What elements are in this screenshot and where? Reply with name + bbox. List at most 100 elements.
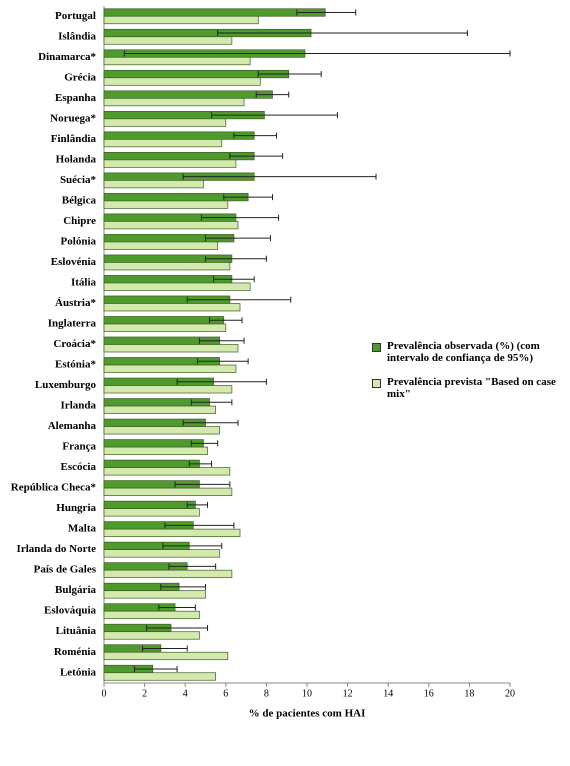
x-tick-label: 14: [383, 688, 393, 699]
error-bar: [162, 542, 223, 549]
error-bar: [200, 214, 280, 221]
x-tick-label: 6: [223, 688, 228, 699]
x-tick-label: 2: [142, 688, 147, 699]
bar: [103, 282, 251, 291]
y-tick-label: Hungria: [56, 502, 96, 514]
bar: [103, 36, 233, 45]
y-tick-label: Escócia: [61, 461, 97, 473]
bar: [103, 241, 219, 250]
y-tick-label: Eslovénia: [51, 256, 97, 268]
y-tick-label: Bélgica: [62, 194, 97, 206]
bar: [103, 405, 217, 414]
y-tick-label: Grécia: [64, 71, 96, 83]
y-tick-label: Lituânia: [56, 625, 97, 637]
error-bar: [133, 665, 178, 672]
y-tick-label: Áustria*: [55, 297, 96, 309]
bar: [103, 180, 204, 189]
legend-label: Prevalência observada (%) (com intervalo…: [387, 340, 540, 364]
y-tick-label: República Checa*: [11, 482, 97, 494]
bar: [103, 8, 326, 17]
y-tick-label: Luxemburgo: [35, 379, 97, 391]
error-bar: [296, 9, 357, 16]
x-tick-label: 0: [102, 688, 107, 699]
bar: [103, 508, 200, 517]
bar: [103, 221, 239, 230]
x-tick-label: 4: [183, 688, 188, 699]
bar: [103, 631, 200, 640]
error-bar: [198, 337, 245, 344]
y-tick-label: Irlanda: [61, 400, 97, 412]
y-tick-label: Estónia*: [55, 359, 96, 371]
error-bar: [255, 91, 290, 98]
error-bar: [196, 358, 249, 365]
bar: [103, 90, 273, 99]
y-tick-label: Espanha: [55, 92, 96, 104]
error-bar: [213, 276, 255, 283]
error-bar: [190, 399, 233, 406]
error-bar: [211, 112, 338, 119]
x-tick-label: 10: [302, 688, 312, 699]
error-bar: [182, 419, 239, 426]
legend-swatch: [372, 379, 381, 388]
error-bar: [174, 481, 231, 488]
error-bar: [205, 255, 267, 262]
bar: [103, 528, 241, 537]
bar: [103, 262, 231, 271]
y-tick-label: Letónia: [60, 666, 97, 678]
error-bar: [168, 563, 217, 570]
y-tick-label: Eslováquia: [44, 605, 96, 617]
x-tick-label: 8: [264, 688, 269, 699]
bar: [103, 569, 233, 579]
error-bar: [160, 583, 206, 590]
bar: [103, 459, 200, 468]
bar: [103, 323, 227, 332]
bar: [103, 672, 217, 681]
error-bar: [142, 645, 188, 652]
bar: [103, 56, 251, 66]
error-bar: [158, 604, 196, 611]
error-bar: [188, 460, 213, 467]
error-bar: [223, 194, 273, 201]
bar: [103, 118, 227, 127]
y-tick-label: País de Gales: [34, 564, 97, 576]
x-tick-label: 12: [343, 688, 353, 699]
y-tick-label: Dinamarca*: [38, 51, 96, 63]
bar: [103, 439, 204, 448]
y-tick-label: Suécia*: [60, 174, 97, 186]
error-bar: [176, 378, 267, 385]
y-tick-label: Islândia: [58, 30, 96, 42]
legend-swatch: [372, 343, 381, 352]
y-tick-label: Polónia: [61, 235, 97, 247]
y-tick-label: França: [62, 441, 96, 453]
y-tick-label: Portugal: [55, 10, 96, 22]
bar: [103, 316, 225, 325]
y-tick-label: Malta: [68, 523, 97, 535]
x-axis-label: % de pacientes com HAI: [249, 708, 366, 720]
y-tick-label: Chipre: [63, 215, 96, 227]
y-tick-label: Alemanha: [48, 420, 97, 432]
bar: [103, 275, 233, 284]
error-bar: [229, 153, 284, 160]
error-bar: [257, 71, 322, 78]
bar: [103, 15, 259, 25]
bar: [103, 97, 245, 107]
error-bar: [182, 173, 377, 180]
bar: [103, 159, 237, 168]
bar: [103, 590, 206, 599]
bar: [103, 467, 231, 476]
bar: [103, 200, 229, 209]
bar: [103, 549, 221, 558]
error-bar: [209, 317, 243, 324]
bar: [103, 385, 233, 394]
y-tick-label: Finlândia: [51, 133, 97, 145]
error-bar: [164, 522, 235, 529]
bar: [103, 303, 241, 312]
y-tick-label: Roménia: [54, 646, 97, 658]
y-tick-label: Itália: [71, 276, 97, 288]
bar: [103, 610, 200, 620]
bar: [103, 131, 255, 140]
bar: [103, 487, 233, 496]
legend-label: Prevalência prevista "Based on case mix": [387, 376, 556, 400]
